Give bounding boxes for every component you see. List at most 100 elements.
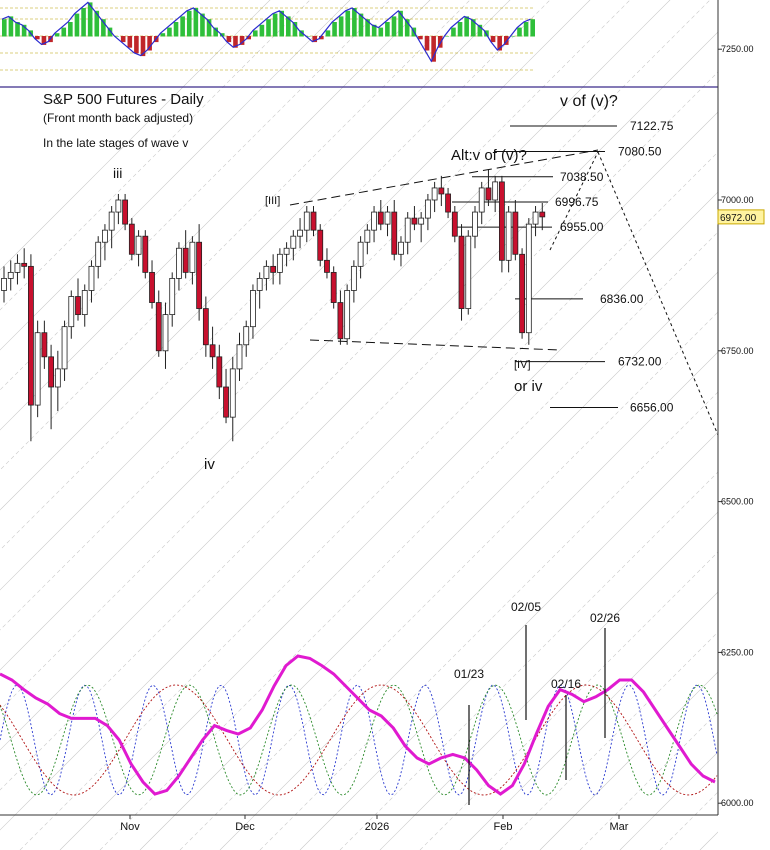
y-tick-label: 6000.00 [721,798,754,808]
indicator-bar [365,19,370,37]
candle-body [525,223,532,334]
indicator-bar [81,8,86,37]
indicator-bar [444,36,450,37]
candle-body [472,211,478,237]
indicator-bar [134,36,139,54]
candle-body [337,302,344,340]
indicator-bar [239,36,245,45]
indicator-bar [173,22,179,37]
candle-body [54,368,61,388]
channel-line [19,99,770,850]
indicator-bar [371,24,377,37]
cycle-date-label: 01/23 [454,667,484,681]
indicator-bar [378,27,384,37]
candle-body [135,235,142,255]
indicator-bar [246,36,251,40]
candle-body [202,308,209,346]
indicator-bar [41,36,47,45]
candle-body [263,265,270,279]
cycle-panel [0,654,718,796]
channel-line [539,619,770,850]
candle-body [532,211,539,225]
y-tick-label: 6750.00 [721,346,754,356]
axis-background [718,0,770,850]
x-tick-label: 2026 [365,821,389,833]
indicator-bar [312,36,318,43]
candle-body [317,229,324,261]
candle-body [122,199,129,225]
chart-title: S&P 500 Futures - Daily [43,91,204,108]
candle-body [41,332,48,358]
indicator-bar [15,22,20,37]
candle-body [411,217,418,225]
indicator-bar [140,36,146,57]
candle-body [155,302,162,352]
candle-body [418,217,425,225]
indicator-bar [252,30,258,37]
level-label: 6996.75 [555,195,599,209]
cycle-date-label: 02/16 [551,677,581,691]
candle-body [451,211,458,237]
candle-body [48,356,54,388]
candle-body [438,187,445,195]
indicator-bar [120,36,126,43]
candle-body [458,235,465,309]
indicator-bar [87,2,93,37]
candle-body [539,211,546,218]
wave-label: Alt:v of (v)? [451,147,527,164]
candle-body [445,193,451,213]
channel-line [0,0,591,591]
candle-body [377,211,384,225]
channel-line [179,259,770,850]
candle-body [485,187,492,201]
indicator-bar [338,16,344,37]
candle-body [95,241,102,267]
indicator-bar [404,19,410,37]
indicator-bar [21,24,27,37]
channel-line [419,499,770,850]
wave-label: [III] [265,195,280,207]
level-label: 6732.00 [618,355,662,369]
candle-body [7,271,14,279]
indicator-bar [523,22,529,37]
candle-body [519,253,525,334]
channel-line [0,0,351,351]
candle-body [290,235,297,249]
channel-line [59,139,770,850]
candle-body [303,211,310,231]
channel-line [0,0,551,551]
x-axis: Nov Dec 2026 Feb Mar [0,814,718,833]
indicator-bar [352,8,357,37]
level-label: 7038.50 [560,170,604,184]
candle-body [61,326,68,370]
candle-body [398,241,404,255]
indicator-bar [147,36,152,51]
candle-body [492,181,499,201]
wave-label: iv [204,456,215,473]
y-tick-label: 6500.00 [721,497,754,507]
indicator-bar [160,33,166,37]
candle-body [102,229,108,243]
indicator-bar [127,36,133,48]
indicator-bar [470,19,476,37]
cycle-date-label: 02/26 [590,611,620,625]
indicator-bar [503,36,509,45]
cycle-wave-green [0,684,718,796]
indicator-bar [418,36,423,40]
candle-body [189,241,196,273]
chart-note: In the late stages of wave v [43,136,189,150]
candle-body [182,247,189,273]
y-tick-label: 7250.00 [721,44,754,54]
indicator-bar [286,16,291,37]
indicator-bar [451,27,456,37]
indicator-bar [107,27,113,37]
x-tick-label: Feb [494,821,513,833]
indicator-bar [457,22,463,37]
x-tick-label: Nov [120,821,140,833]
indicator-bar [424,36,430,51]
indicator-bar [325,30,331,37]
